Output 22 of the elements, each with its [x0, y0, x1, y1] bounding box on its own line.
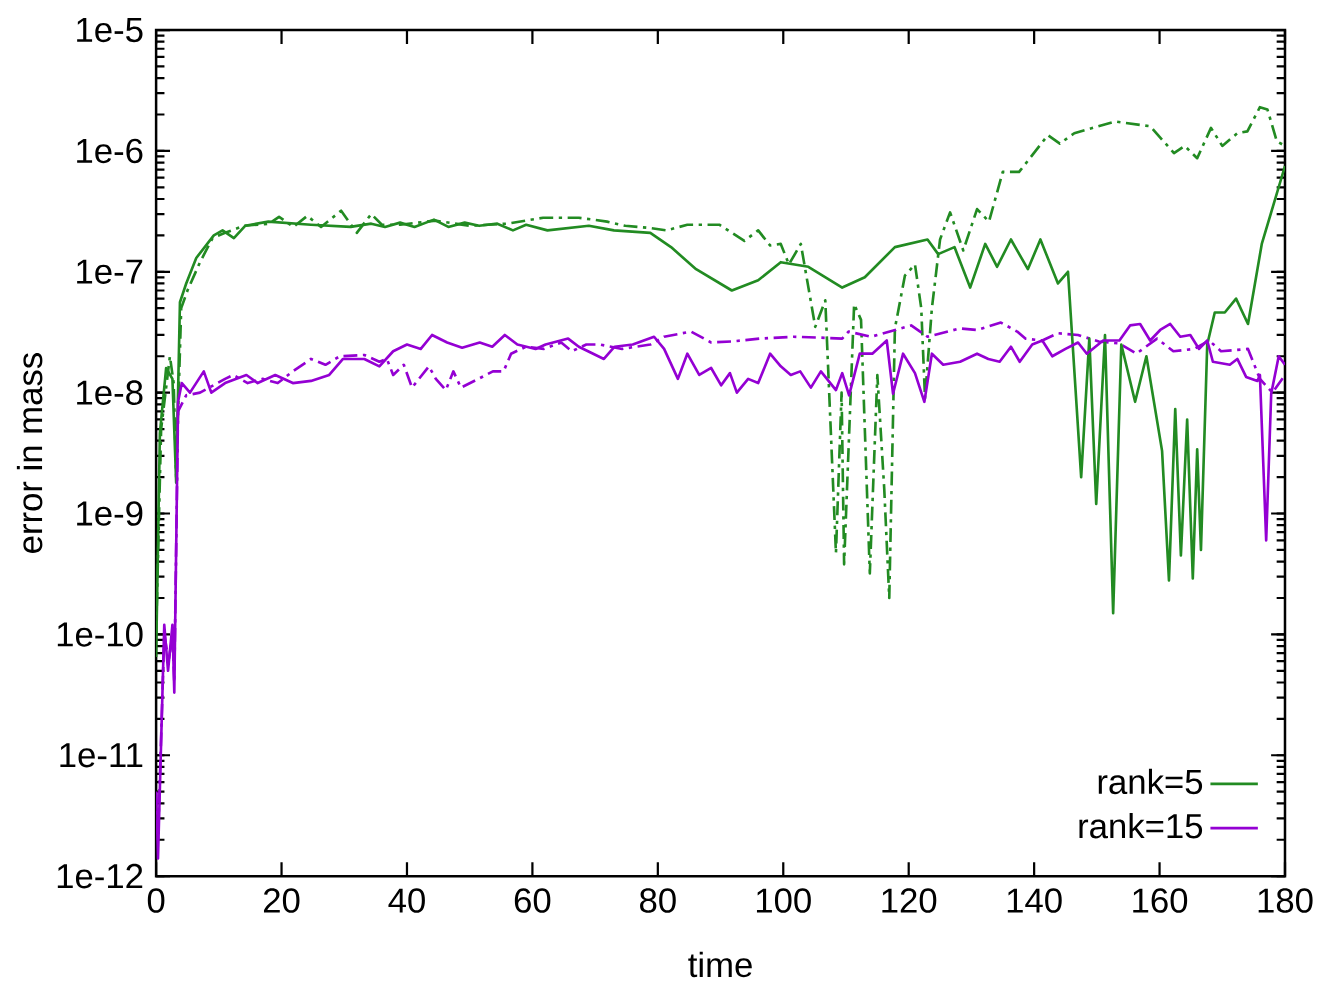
x-tick-label: 20	[263, 888, 300, 913]
x-tick-label: 180	[1258, 888, 1313, 913]
x-tick-label: 0	[147, 888, 165, 913]
x-tick-label: 60	[514, 888, 551, 913]
x-tick-label: 160	[1133, 888, 1188, 913]
legend-label: rank=5	[1098, 768, 1203, 795]
x-tick-label: 100	[756, 888, 811, 913]
y-tick-label: 1e-10	[57, 622, 143, 647]
y-tick-label: 1e-11	[60, 743, 143, 768]
x-tick-label: 40	[388, 888, 425, 913]
y-tick-label: 1e-5	[77, 17, 143, 43]
x-axis-title: time	[688, 951, 752, 978]
y-axis-title: error in mass	[16, 353, 43, 553]
y-tick-label: 1e-8	[77, 380, 143, 405]
x-tick-label: 80	[640, 888, 676, 913]
y-tick-label: 1e-7	[77, 259, 143, 284]
y-tick-label: 1e-12	[57, 863, 143, 889]
y-tick-label: 1e-6	[77, 138, 143, 164]
x-tick-label: 120	[882, 888, 937, 913]
y-tick-label: 1e-9	[77, 501, 143, 526]
legend-label: rank=15	[1079, 812, 1203, 839]
x-tick-label: 140	[1007, 888, 1062, 913]
